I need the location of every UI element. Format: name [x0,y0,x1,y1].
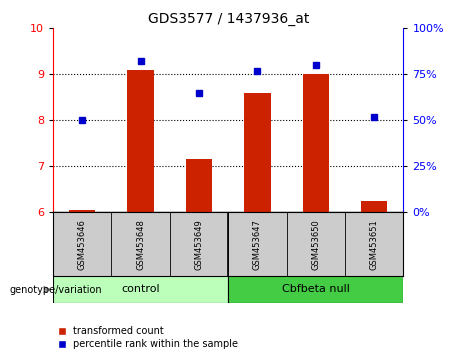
Text: GSM453648: GSM453648 [136,219,145,270]
Title: GDS3577 / 1437936_at: GDS3577 / 1437936_at [148,12,309,26]
FancyBboxPatch shape [53,276,228,303]
Bar [302,74,329,212]
Text: GSM453651: GSM453651 [370,219,378,270]
Text: Cbfbeta null: Cbfbeta null [282,284,350,295]
Text: GSM453646: GSM453646 [78,219,87,270]
Text: genotype/variation: genotype/variation [9,285,102,295]
Text: GSM453649: GSM453649 [195,219,203,270]
Text: GSM453650: GSM453650 [311,219,320,270]
FancyBboxPatch shape [228,276,403,303]
Bar [186,159,212,212]
Text: GSM453647: GSM453647 [253,219,262,270]
Legend: transformed count, percentile rank within the sample: transformed count, percentile rank withi… [58,326,238,349]
Bar [69,210,95,212]
Text: control: control [121,284,160,295]
Bar [361,201,387,212]
Bar [244,93,271,212]
Bar [127,70,154,212]
